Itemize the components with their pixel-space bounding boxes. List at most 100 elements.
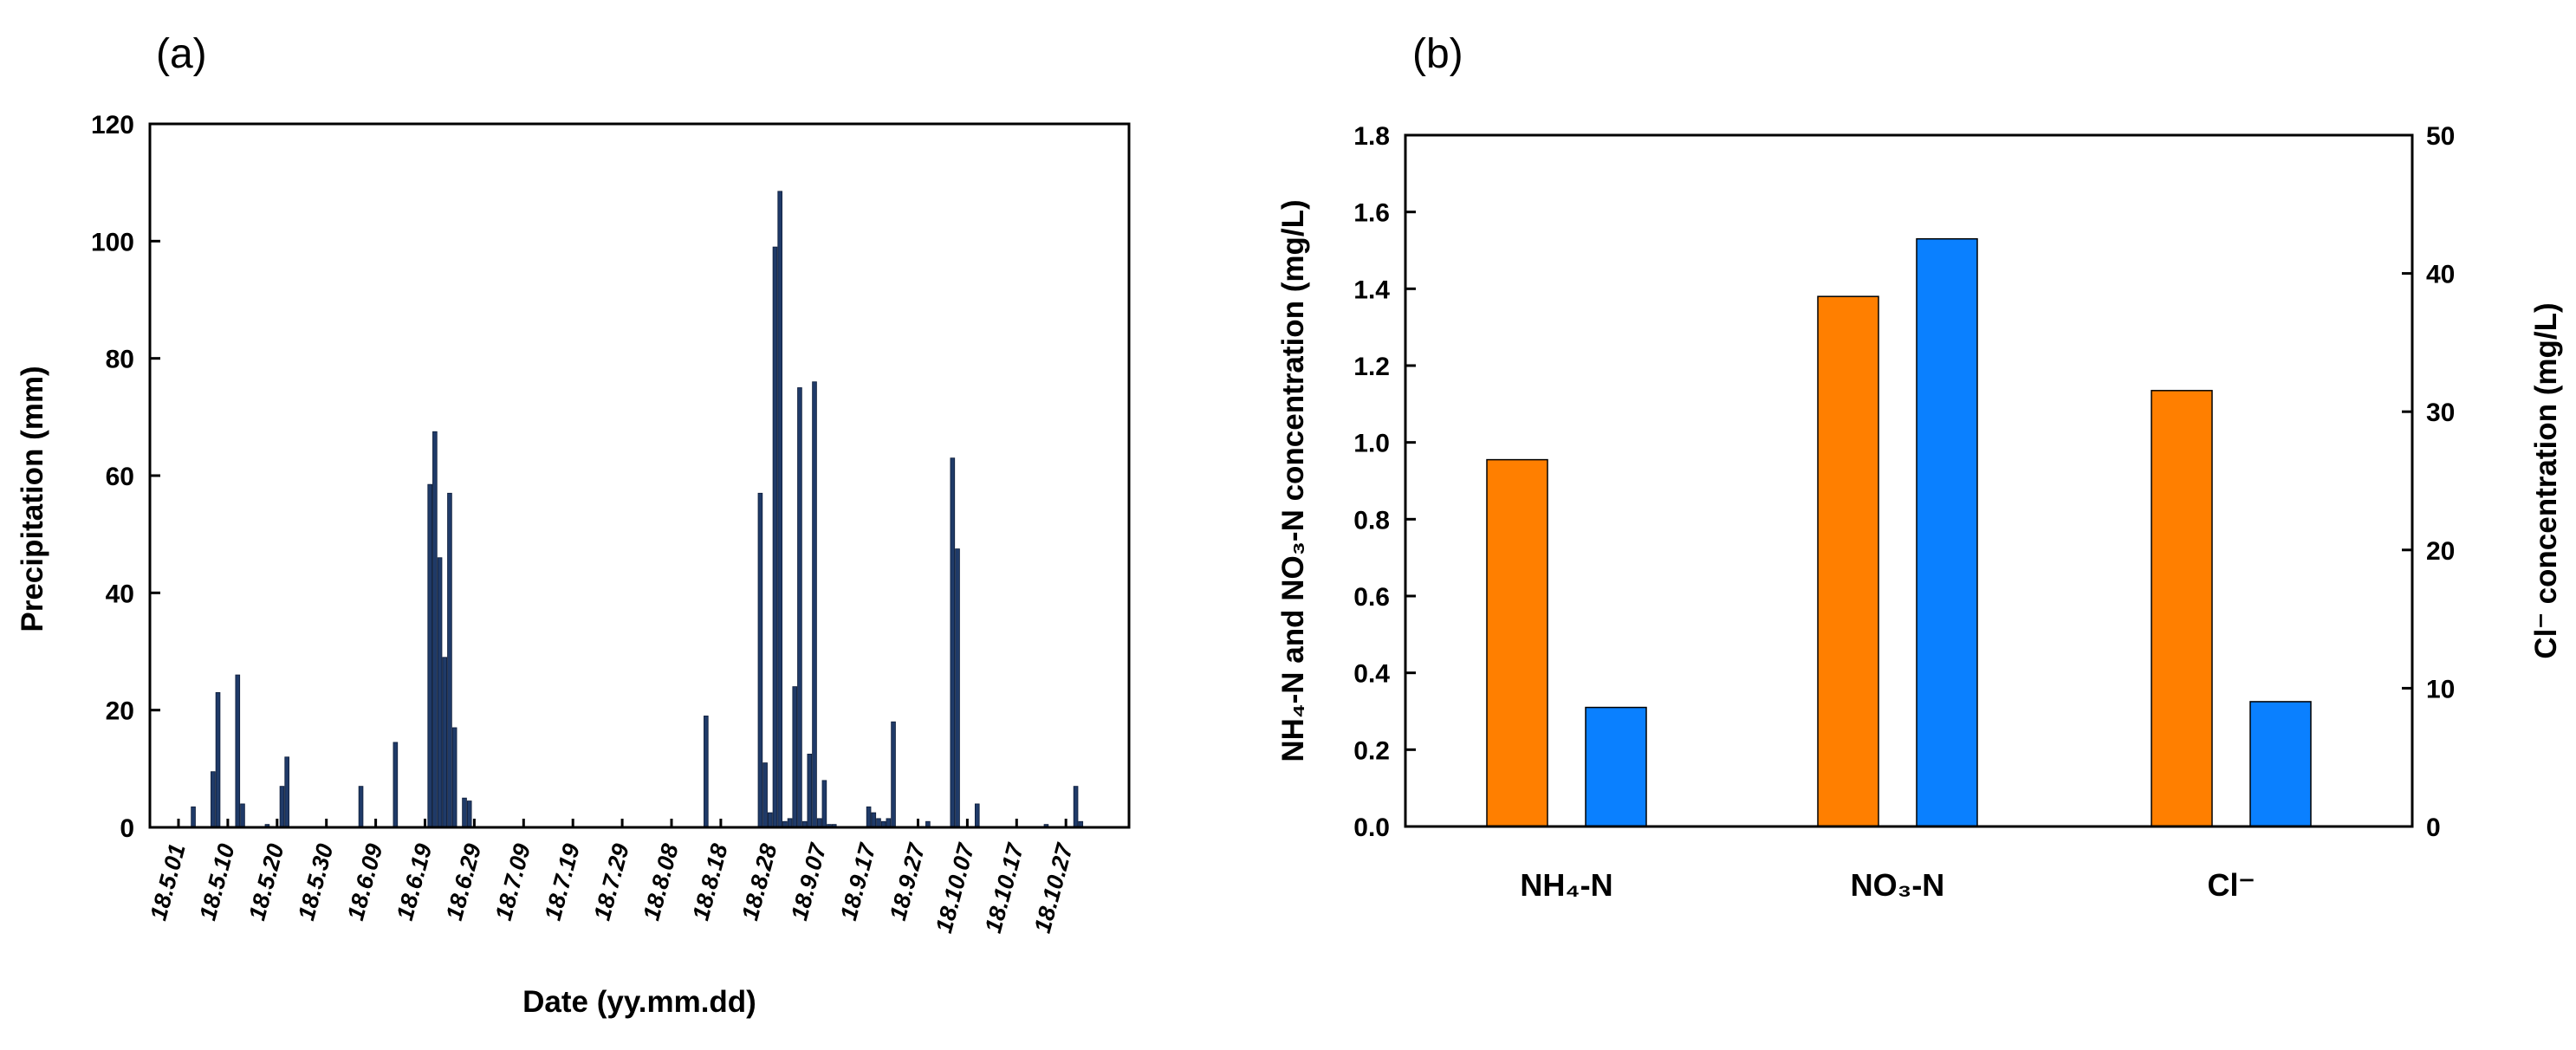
x-tick-label: 18.5.20: [243, 841, 289, 924]
x-tick-label: 18.6.09: [342, 841, 387, 924]
precipitation-bar: [466, 800, 472, 828]
precipitation-bar: [235, 674, 241, 828]
precipitation-bar: [393, 742, 399, 828]
precipitation-bar: [451, 727, 457, 828]
right-y-tick-label: 50: [2426, 122, 2455, 151]
precipitation-bar: [427, 483, 432, 828]
panel-b-label: (b): [1412, 31, 1463, 77]
precipitation-bar: [1073, 786, 1079, 828]
y-tick-label: 40: [106, 580, 134, 608]
left-y-tick-label: 1.6: [1353, 199, 1390, 228]
y-tick-label: 80: [106, 346, 134, 374]
y-tick-label: 60: [106, 463, 134, 491]
x-tick-label: 18.10.17: [980, 839, 1029, 936]
precipitation-bar: [757, 492, 763, 828]
chloride-y-ticks: 0 10 20 30 40 50: [2402, 122, 2455, 842]
precipitation-bar: [437, 557, 443, 828]
left-y-tick-label: 0.0: [1353, 813, 1390, 842]
precipitation-bar: [211, 771, 216, 828]
right-y-tick-label: 30: [2426, 399, 2455, 427]
left-y-tick-label: 1.2: [1353, 353, 1390, 381]
x-tick-label: 18.7.09: [490, 841, 535, 924]
precipitation-bar: [792, 686, 798, 828]
x-tick-label: 18.5.01: [145, 841, 190, 924]
left-y-tick-label: 0.6: [1353, 583, 1390, 612]
concentration-bar-orange: [2151, 390, 2213, 827]
x-tick-label: 18.7.29: [589, 841, 634, 924]
precipitation-bar: [432, 431, 438, 828]
precipitation-bar: [787, 818, 793, 828]
precipitation-y-axis-title: Precipitation (mm): [16, 366, 49, 632]
precipitation-bar: [797, 387, 802, 828]
right-y-tick-label: 0: [2426, 813, 2441, 842]
nitrogen-y-ticks: 0.0 0.2 0.4 0.6 0.8 1.0 1.2 1.4 1.6 1.8: [1353, 122, 1416, 842]
left-y-tick-label: 0.2: [1353, 736, 1390, 765]
date-x-axis-title: Date (yy.mm.dd): [522, 985, 756, 1019]
precipitation-bar: [284, 756, 289, 828]
precipitation-bar: [358, 786, 364, 828]
concentration-plot-frame: [1404, 133, 2414, 828]
precipitation-bar: [191, 806, 196, 828]
precipitation-bar: [215, 691, 221, 828]
x-tick-label: 18.10.27: [1029, 839, 1079, 936]
x-tick-label: 18.8.18: [687, 841, 732, 924]
precipitation-bar: [772, 246, 778, 828]
left-y-tick-label: 1.0: [1353, 430, 1390, 458]
concentration-bars: [1486, 237, 2312, 827]
left-y-tick-label: 1.8: [1353, 122, 1390, 151]
panel-a-label: (a): [156, 31, 207, 77]
concentration-bar-blue: [1916, 237, 1978, 827]
x-tick-label: 18.6.19: [392, 841, 437, 924]
precipitation-bar: [704, 716, 709, 828]
x-tick-label: 18.9.07: [786, 839, 832, 924]
x-tick-label: 18.9.27: [885, 839, 931, 924]
y-tick-label: 0: [120, 814, 134, 843]
x-tick-label: 18.9.17: [835, 839, 881, 924]
x-tick-label: 18.5.30: [293, 841, 338, 924]
precipitation-bar: [955, 548, 960, 828]
precipitation-bar: [447, 492, 452, 828]
concentration-bar-orange: [1486, 458, 1548, 827]
precipitation-bar: [871, 812, 877, 828]
precipitation-bar: [768, 812, 773, 828]
precipitation-bar: [777, 191, 782, 828]
chloride-y-axis-title: Cl⁻ concentration (mg/L): [2529, 302, 2563, 658]
right-y-tick-label: 40: [2426, 261, 2455, 289]
left-y-tick-label: 1.4: [1353, 275, 1390, 304]
precipitation-bar: [886, 818, 892, 828]
precipitation-bar: [462, 797, 467, 828]
concentration-bar-blue: [1585, 706, 1647, 827]
x-tick-label: 18.8.28: [736, 841, 782, 924]
precipitation-bar: [812, 381, 817, 828]
precipitation-bar: [442, 657, 448, 828]
y-tick-label: 20: [106, 697, 134, 726]
precipitation-bar: [816, 818, 822, 828]
category-labels: NH₄-N NO₃-N Cl⁻: [1520, 867, 2255, 903]
precipitation-bars: [191, 191, 1084, 828]
panel-b: (b) NH₄-N and NO₃-N concentration (mg/L)…: [1276, 31, 2563, 903]
x-tick-label: 18.10.07: [931, 839, 980, 936]
left-y-tick-label: 0.8: [1353, 506, 1390, 535]
precipitation-bar: [974, 803, 980, 828]
precipitation-bar: [866, 806, 872, 828]
precipitation-plot-frame: [148, 122, 1131, 829]
concentration-bar-blue: [2249, 701, 2312, 827]
precipitation-bar: [279, 786, 285, 828]
y-tick-label: 120: [91, 111, 134, 139]
right-y-tick-label: 20: [2426, 537, 2455, 566]
x-tick-label: 18.8.08: [638, 841, 683, 924]
precipitation-bar: [821, 780, 827, 828]
x-tick-label: 18.5.10: [194, 841, 239, 924]
left-y-tick-label: 0.4: [1353, 660, 1390, 689]
category-label: NO₃-N: [1851, 867, 1945, 903]
date-x-ticks: 18.5.01 18.5.10 18.5.20 18.5.30 18.6.09 18.6.…: [145, 819, 1079, 936]
precipitation-bar: [807, 754, 813, 828]
right-y-tick-label: 10: [2426, 675, 2455, 703]
x-tick-label: 18.7.19: [540, 841, 585, 924]
y-tick-label: 100: [91, 228, 134, 256]
precipitation-bar: [876, 818, 881, 828]
x-tick-label: 18.6.29: [441, 841, 486, 924]
category-label: Cl⁻: [2207, 867, 2255, 903]
precipitation-bar: [891, 721, 896, 828]
